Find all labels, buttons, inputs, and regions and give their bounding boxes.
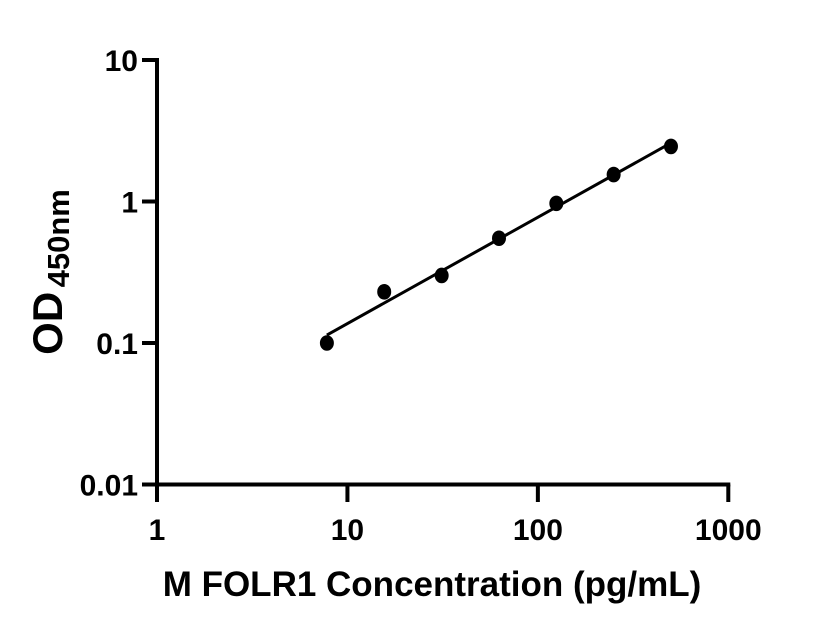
data-point	[434, 267, 449, 284]
plot-layer: 1 10 100 1000 10 1 0.1 0.01	[80, 45, 762, 547]
y-axis-tick-label: 10	[105, 45, 138, 78]
y-axis-tick-label: 0.01	[80, 470, 138, 503]
data-point	[606, 166, 621, 183]
data-point	[319, 335, 334, 351]
x-axis-tick-label: 100	[513, 514, 563, 547]
y-axis-title-subscript: 450nm	[41, 189, 76, 287]
y-axis-title: OD 450nm	[24, 189, 76, 355]
x-axis-tick-label: 1	[149, 514, 166, 547]
x-axis-tick-label: 10	[331, 514, 364, 547]
x-axis-tick-label: 1000	[695, 514, 762, 547]
y-axis-tick-label: 1	[121, 187, 138, 220]
data-point	[663, 138, 678, 155]
data-point	[491, 230, 506, 247]
data-point	[377, 284, 392, 300]
data-point	[549, 195, 564, 212]
x-axis-title: M FOLR1 Concentration (pg/mL)	[163, 565, 702, 604]
y-axis-tick-label: 0.1	[96, 328, 138, 361]
y-axis-title-main: OD	[24, 292, 71, 355]
